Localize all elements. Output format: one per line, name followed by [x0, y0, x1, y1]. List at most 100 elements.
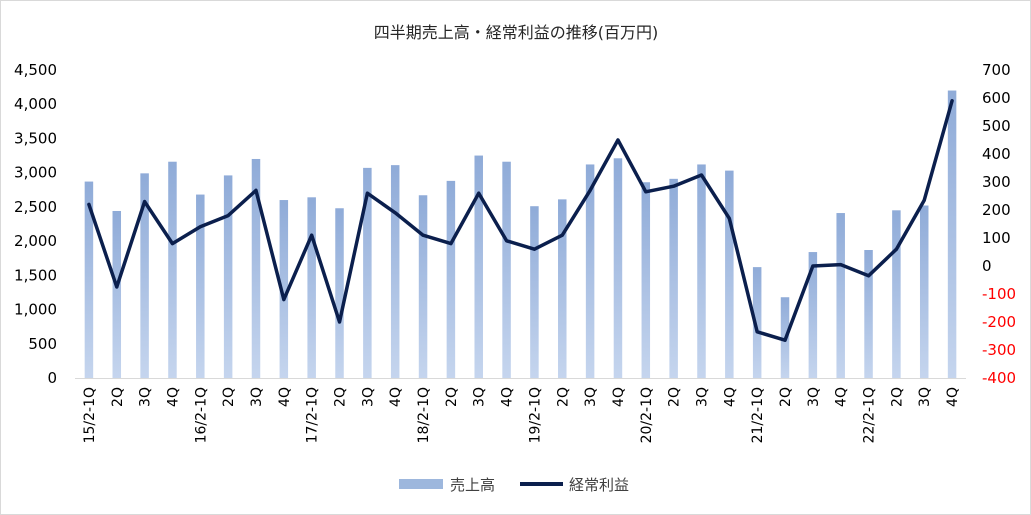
left-tick-label: 500	[28, 335, 57, 353]
x-tick-label: 2Q	[444, 387, 460, 407]
x-tick-label: 2Q	[555, 387, 571, 407]
right-tick-label: 200	[982, 201, 1011, 219]
x-tick-label: 17/2-1Q	[305, 387, 321, 443]
bar-sales	[196, 194, 205, 378]
bar-sales	[363, 167, 372, 378]
point-ordinary-profit	[421, 233, 425, 237]
right-tick-label: 500	[982, 117, 1011, 135]
right-tick-label: -200	[982, 313, 1016, 331]
x-tick-label: 2Q	[889, 387, 905, 407]
point-ordinary-profit	[755, 330, 759, 334]
point-ordinary-profit	[282, 298, 286, 302]
left-tick-label: 2,000	[14, 232, 57, 250]
point-ordinary-profit	[699, 173, 703, 177]
left-tick-label: 3,000	[14, 164, 57, 182]
bar-sales	[613, 158, 623, 378]
x-tick-label: 3Q	[138, 387, 154, 407]
left-tick-label: 4,000	[14, 95, 57, 113]
bar-sales	[502, 161, 511, 378]
bar-sales	[418, 195, 428, 378]
point-ordinary-profit	[143, 200, 147, 204]
x-tick-label: 4Q	[277, 387, 293, 407]
point-ordinary-profit	[672, 184, 676, 188]
point-ordinary-profit	[170, 242, 174, 246]
bar-sales	[919, 205, 929, 378]
bar-sales	[251, 158, 261, 378]
bar-sales	[585, 164, 595, 378]
x-tick-label: 2Q	[333, 387, 349, 407]
bar-sales	[84, 181, 94, 378]
bar-sales	[474, 155, 483, 378]
x-tick-label: 3Q	[917, 387, 933, 407]
point-ordinary-profit	[727, 216, 731, 220]
point-ordinary-profit	[839, 263, 843, 267]
bar-sales	[558, 199, 567, 378]
right-tick-label: 300	[982, 173, 1011, 191]
left-tick-label: 1,500	[14, 266, 57, 284]
x-tick-label: 4Q	[500, 387, 516, 407]
bar-sales	[808, 252, 818, 378]
point-ordinary-profit	[393, 211, 397, 215]
right-tick-label: -100	[982, 285, 1016, 303]
legend-swatch-sales	[399, 479, 443, 489]
legend: 売上高 経常利益	[399, 476, 629, 494]
x-axis-ticks: 15/2-1Q 2Q 3Q 4Q 16/2-1Q 2Q 3Q 4Q 17/2-1Q 2Q 3Q 4Q 1…	[82, 387, 961, 443]
point-ordinary-profit	[254, 188, 258, 192]
right-tick-label: -400	[982, 369, 1016, 387]
x-tick-label: 2Q	[221, 387, 237, 407]
right-tick-label: -300	[982, 341, 1016, 359]
left-tick-label: 3,500	[14, 129, 57, 147]
point-ordinary-profit	[365, 191, 369, 195]
point-ordinary-profit	[115, 285, 119, 289]
x-tick-label: 4Q	[611, 387, 627, 407]
bar-sales	[112, 210, 122, 378]
point-ordinary-profit	[894, 247, 898, 251]
point-ordinary-profit	[449, 242, 453, 246]
point-ordinary-profit	[922, 198, 926, 202]
point-ordinary-profit	[226, 214, 230, 218]
x-tick-label: 3Q	[360, 387, 376, 407]
legend-label-ordinary-profit: 経常利益	[569, 476, 629, 494]
chart-title: 四半期売上高・経常利益の推移(百万円)	[374, 23, 659, 42]
x-tick-label: 19/2-1Q	[527, 387, 543, 443]
x-tick-label: 4Q	[722, 387, 738, 407]
bar-sales	[892, 210, 901, 378]
x-tick-label: 3Q	[472, 387, 488, 407]
bar-sales	[140, 173, 149, 378]
x-tick-label: 21/2-1Q	[750, 387, 766, 443]
right-tick-label: 100	[982, 229, 1011, 247]
point-ordinary-profit	[811, 264, 815, 268]
x-tick-label: 2Q	[778, 387, 794, 407]
bar-sales	[446, 180, 456, 378]
point-ordinary-profit	[87, 202, 91, 206]
x-tick-label: 3Q	[583, 387, 599, 407]
x-tick-label: 4Q	[388, 387, 404, 407]
line-ordinary-profit	[87, 99, 954, 342]
left-tick-label: 1,000	[14, 301, 57, 319]
point-ordinary-profit	[505, 239, 509, 243]
x-tick-label: 3Q	[806, 387, 822, 407]
bar-sales	[836, 213, 845, 378]
point-ordinary-profit	[560, 233, 564, 237]
x-tick-label: 2Q	[667, 387, 683, 407]
x-tick-label: 15/2-1Q	[82, 387, 98, 443]
x-tick-label: 16/2-1Q	[193, 387, 209, 443]
bar-sales	[279, 200, 289, 378]
x-tick-label: 20/2-1Q	[639, 387, 655, 443]
bar-sales	[390, 165, 400, 378]
bar-sales	[641, 182, 651, 378]
point-ordinary-profit	[644, 190, 648, 194]
bar-sales	[168, 161, 177, 378]
x-tick-label: 18/2-1Q	[416, 387, 432, 443]
point-ordinary-profit	[310, 233, 314, 237]
bar-sales	[307, 197, 316, 378]
bar-sales	[223, 175, 233, 378]
x-tick-label: 3Q	[694, 387, 710, 407]
point-ordinary-profit	[532, 247, 536, 251]
bar-sales	[725, 170, 734, 378]
point-ordinary-profit	[477, 191, 481, 195]
right-tick-label: 700	[982, 61, 1011, 79]
point-ordinary-profit	[950, 99, 954, 103]
axes: 0 500 1,000 1,500 2,000 2,500 3,000 3,500 4,000 4…	[14, 61, 1016, 387]
bar-sales	[530, 206, 539, 378]
